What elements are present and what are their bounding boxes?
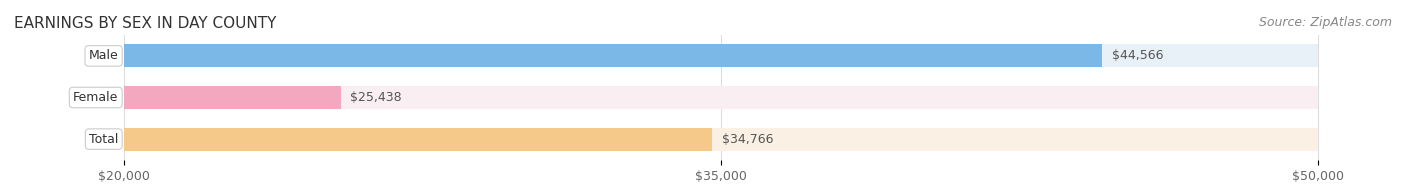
Text: Male: Male xyxy=(89,49,118,62)
Bar xyxy=(124,86,1319,109)
Bar xyxy=(124,128,1319,151)
Text: EARNINGS BY SEX IN DAY COUNTY: EARNINGS BY SEX IN DAY COUNTY xyxy=(14,16,277,31)
Text: Total: Total xyxy=(89,133,118,146)
Bar xyxy=(124,128,711,151)
Text: $25,438: $25,438 xyxy=(350,91,402,104)
Bar xyxy=(124,86,340,109)
Text: Female: Female xyxy=(73,91,118,104)
Bar xyxy=(124,44,1102,67)
Text: Source: ZipAtlas.com: Source: ZipAtlas.com xyxy=(1258,16,1392,29)
Text: $44,566: $44,566 xyxy=(1112,49,1163,62)
Bar xyxy=(124,44,1319,67)
Text: $34,766: $34,766 xyxy=(721,133,773,146)
